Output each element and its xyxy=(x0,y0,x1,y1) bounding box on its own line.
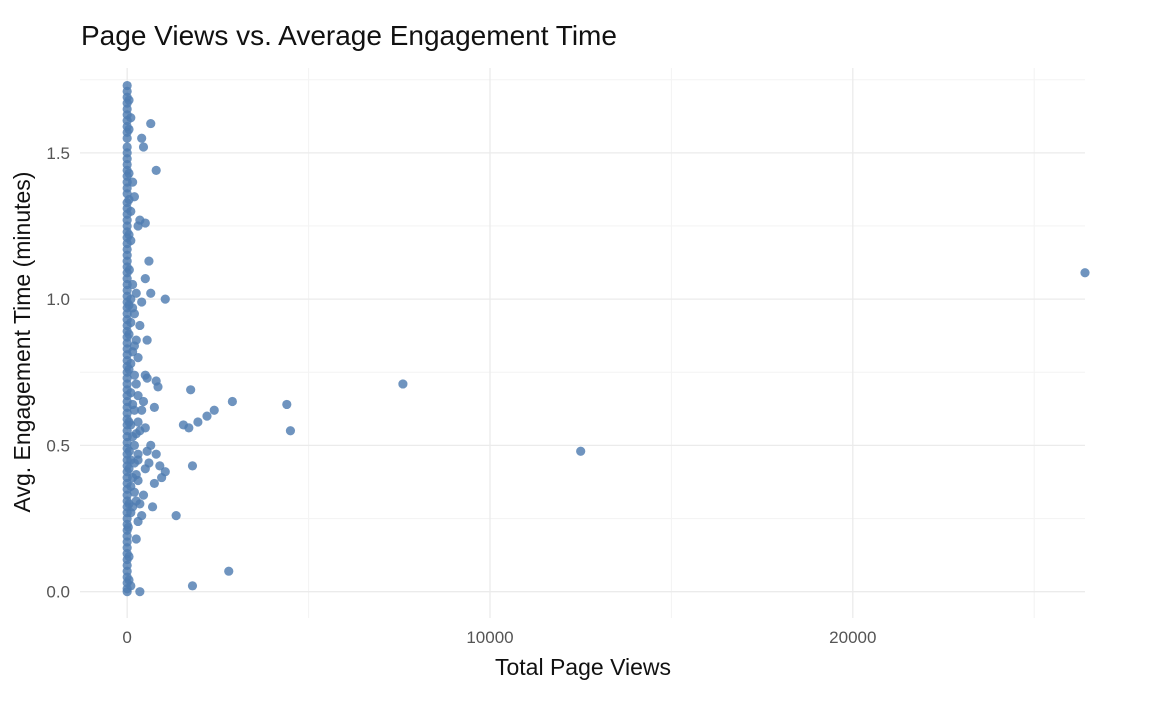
x-tick-label: 20000 xyxy=(829,628,876,647)
data-point xyxy=(187,581,198,591)
gridlines xyxy=(80,68,1085,618)
data-point xyxy=(126,113,136,123)
x-tick-label: 10000 xyxy=(466,628,513,647)
data-point xyxy=(140,274,150,284)
data-point xyxy=(124,551,134,562)
data-point xyxy=(146,288,156,298)
data-point xyxy=(149,478,159,489)
data-point xyxy=(155,461,165,471)
data-point xyxy=(149,402,159,412)
data-point xyxy=(135,320,145,331)
x-axis-title: Total Page Views xyxy=(495,654,671,680)
y-tick-label: 0.0 xyxy=(46,583,70,602)
data-point xyxy=(160,294,170,304)
y-tick-label: 0.5 xyxy=(46,436,70,455)
data-point xyxy=(131,496,141,506)
data-point xyxy=(146,118,156,129)
data-point xyxy=(202,411,212,421)
data-point xyxy=(282,399,292,410)
data-point xyxy=(128,303,138,313)
data-point xyxy=(131,470,141,480)
data-point xyxy=(133,455,143,465)
data-point xyxy=(138,396,149,407)
axis-ticks: 0.0 0.5 1.0 1.5 0 10000 20000 xyxy=(46,144,876,647)
y-tick-label: 1.0 xyxy=(46,290,70,309)
data-point xyxy=(147,502,158,512)
y-tick-label: 1.5 xyxy=(46,144,70,163)
data-point xyxy=(124,95,134,105)
data-point xyxy=(126,294,136,304)
data-point xyxy=(133,353,143,363)
data-point xyxy=(398,379,408,389)
data-point xyxy=(129,487,140,497)
data-point xyxy=(138,490,149,500)
data-point xyxy=(131,379,141,389)
data-point xyxy=(1080,268,1090,278)
data-point xyxy=(129,192,140,202)
data-point xyxy=(126,358,136,369)
data-point xyxy=(227,396,237,407)
data-point xyxy=(124,124,134,135)
data-point xyxy=(209,405,219,415)
data-point xyxy=(133,391,143,401)
chart-title: Page Views vs. Average Engagement Time xyxy=(81,20,617,51)
y-axis-title: Avg. Engagement Time (minutes) xyxy=(9,172,35,513)
data-point xyxy=(126,420,136,430)
data-point xyxy=(171,511,181,521)
data-point xyxy=(137,405,147,415)
data-point xyxy=(135,587,145,597)
data-point xyxy=(126,317,136,328)
data-point xyxy=(151,376,161,386)
data-point xyxy=(142,335,152,345)
data-point xyxy=(137,297,147,307)
data-point xyxy=(144,256,154,266)
x-tick-label: 0 xyxy=(122,628,131,647)
data-point xyxy=(576,446,586,456)
data-point xyxy=(151,449,161,459)
data-point xyxy=(128,177,138,187)
data-point xyxy=(131,335,141,345)
data-point xyxy=(128,399,138,410)
data-point xyxy=(151,165,161,175)
data-point xyxy=(126,581,136,591)
data-point xyxy=(126,236,136,246)
data-point xyxy=(131,429,141,439)
data-point xyxy=(137,133,147,143)
data-point xyxy=(133,221,143,231)
data-point xyxy=(131,534,141,544)
data-point xyxy=(142,446,152,456)
data-point xyxy=(285,426,296,436)
data-point xyxy=(193,417,203,427)
data-point xyxy=(138,142,149,152)
data-point xyxy=(140,464,150,474)
data-point xyxy=(131,288,141,298)
data-point xyxy=(133,417,143,427)
data-point xyxy=(187,461,198,471)
data-point xyxy=(129,370,140,380)
data-point xyxy=(133,516,143,527)
data-point xyxy=(157,472,167,483)
data-point xyxy=(224,566,234,576)
data-points xyxy=(122,80,1090,597)
data-point xyxy=(122,133,132,143)
data-point xyxy=(124,168,134,178)
data-point xyxy=(186,385,196,395)
data-point xyxy=(178,420,189,430)
data-point xyxy=(140,370,150,380)
data-point xyxy=(124,464,134,474)
data-point xyxy=(124,329,134,339)
